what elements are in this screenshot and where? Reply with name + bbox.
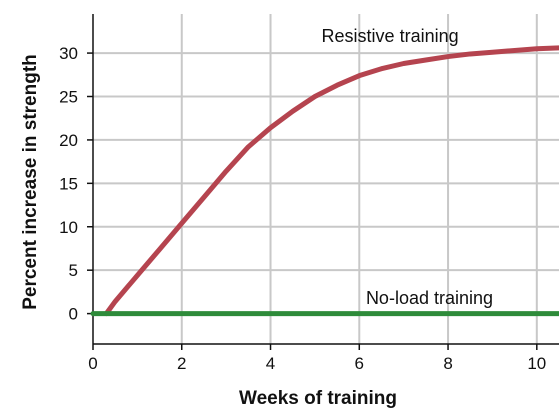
y-tick-label-5: 5 bbox=[69, 261, 78, 280]
x-axis-title: Weeks of training bbox=[239, 388, 397, 409]
tick-labels: 0 2 4 6 8 10 0 5 10 15 20 25 30 bbox=[59, 44, 546, 373]
y-tick-label-25: 25 bbox=[59, 88, 78, 107]
y-axis-title: Percent increase in strength bbox=[20, 54, 41, 310]
series-label-no-load-training: No-load training bbox=[366, 288, 493, 308]
y-tick-label-0: 0 bbox=[69, 305, 78, 324]
y-tick-label-20: 20 bbox=[59, 131, 78, 150]
series-label-resistive-training: Resistive training bbox=[322, 26, 459, 46]
y-tick-label-30: 30 bbox=[59, 44, 78, 63]
x-tick-label-10: 10 bbox=[527, 354, 546, 373]
y-tick-label-15: 15 bbox=[59, 174, 78, 193]
x-tick-label-2: 2 bbox=[177, 354, 186, 373]
x-tick-label-4: 4 bbox=[266, 354, 275, 373]
x-tick-label-6: 6 bbox=[355, 354, 364, 373]
series-line-resistive-training bbox=[103, 45, 559, 317]
y-tick-label-10: 10 bbox=[59, 218, 78, 237]
series-lines bbox=[90, 45, 559, 317]
axes bbox=[87, 14, 559, 350]
series-labels: Resistive training No-load training bbox=[322, 26, 493, 308]
x-tick-label-8: 8 bbox=[443, 354, 452, 373]
x-tick-label-0: 0 bbox=[88, 354, 97, 373]
